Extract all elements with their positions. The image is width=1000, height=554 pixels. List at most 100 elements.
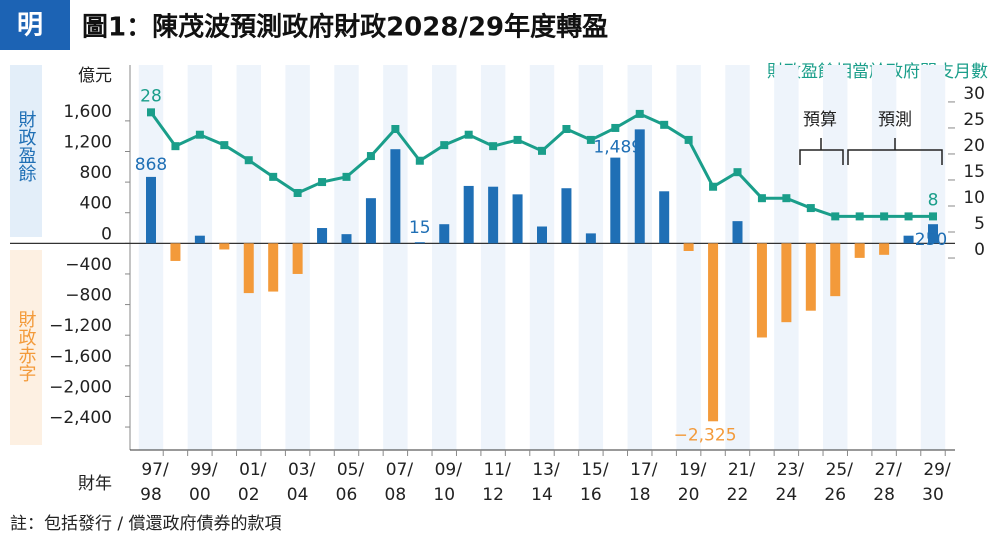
value-label: 8 bbox=[928, 190, 939, 210]
bar bbox=[756, 243, 767, 338]
band bbox=[676, 65, 701, 450]
y-tick-label: −2,400 bbox=[49, 408, 112, 428]
chart-title: 圖1：陳茂波預測政府財政2028/29年度轉盈 bbox=[82, 12, 608, 43]
x-tick-line: 07/ bbox=[386, 460, 414, 480]
positive-panel bbox=[10, 65, 42, 237]
marker bbox=[684, 135, 693, 144]
x-tick-line: 17/ bbox=[630, 460, 658, 480]
bar bbox=[414, 242, 425, 244]
band bbox=[383, 65, 408, 450]
x-tick-label: 27/28 bbox=[873, 460, 902, 505]
marker bbox=[635, 109, 644, 118]
x-tick-line: 08 bbox=[385, 485, 407, 505]
marker bbox=[538, 146, 546, 155]
marker bbox=[391, 124, 400, 133]
x-tick-label: 15/16 bbox=[580, 460, 609, 505]
band bbox=[725, 65, 750, 450]
y-tick-label: 0 bbox=[101, 224, 112, 244]
band bbox=[920, 65, 946, 450]
marker bbox=[269, 172, 278, 181]
value-label: 28 bbox=[140, 86, 162, 106]
bar bbox=[561, 188, 572, 244]
y-tick-label: −2,000 bbox=[49, 377, 112, 397]
x-tick-line: 15/ bbox=[581, 460, 609, 480]
x-tick-line: 22 bbox=[727, 485, 749, 505]
marker bbox=[293, 188, 302, 197]
bar bbox=[854, 243, 865, 258]
bar bbox=[317, 228, 328, 244]
y-tick-label: 800 bbox=[80, 163, 112, 183]
marker bbox=[831, 212, 840, 221]
band bbox=[334, 65, 359, 450]
marker bbox=[147, 108, 155, 117]
bar bbox=[537, 226, 547, 244]
y-tick-label: 400 bbox=[80, 194, 112, 214]
y-axis-label: 億元 bbox=[78, 66, 112, 86]
y2-tick-label: 15 bbox=[963, 162, 985, 182]
marker bbox=[586, 135, 595, 144]
value-label: −2,325 bbox=[674, 425, 737, 445]
bar bbox=[341, 234, 352, 244]
annotation: 預測 bbox=[878, 110, 912, 130]
y2-tick-label: 0 bbox=[974, 240, 985, 260]
x-axis-label: 財年 bbox=[78, 474, 112, 494]
marker bbox=[806, 204, 815, 213]
x-tick-line: 97/ bbox=[141, 460, 169, 480]
x-tick-line: 20 bbox=[678, 485, 700, 505]
band bbox=[627, 65, 652, 450]
bar bbox=[830, 243, 841, 297]
x-tick-label: 19/20 bbox=[678, 460, 707, 505]
bar bbox=[243, 243, 254, 294]
bracket-budget bbox=[799, 138, 844, 165]
x-tick-line: 12 bbox=[482, 485, 504, 505]
bar bbox=[512, 194, 523, 244]
marker bbox=[904, 212, 913, 221]
x-tick-label: 25/26 bbox=[824, 460, 853, 505]
marker bbox=[733, 168, 742, 177]
y-tick-label: 1,200 bbox=[63, 132, 112, 152]
x-tick-line: 00 bbox=[189, 485, 211, 505]
marker bbox=[440, 141, 449, 150]
marker bbox=[782, 194, 791, 203]
annotation: 預算 bbox=[803, 110, 837, 130]
x-tick-line: 18 bbox=[629, 485, 651, 505]
x-tick-line: 11/ bbox=[483, 460, 511, 480]
bar bbox=[488, 186, 499, 244]
logo: 明 bbox=[17, 11, 43, 41]
bar bbox=[194, 235, 205, 244]
bar bbox=[879, 243, 890, 255]
bar bbox=[708, 243, 719, 422]
y2-tick-label: 20 bbox=[963, 136, 985, 156]
marker bbox=[929, 212, 937, 221]
bar bbox=[439, 224, 450, 244]
x-tick-label: 17/18 bbox=[629, 460, 658, 505]
x-tick-line: 24 bbox=[776, 485, 798, 505]
value-label: 250 bbox=[915, 230, 947, 250]
x-tick-label: 05/06 bbox=[336, 460, 365, 505]
x-tick-line: 02 bbox=[238, 485, 260, 505]
marker bbox=[562, 124, 571, 133]
logo-bg bbox=[0, 0, 70, 50]
x-tick-line: 14 bbox=[531, 485, 553, 505]
y-tick-label: 1,600 bbox=[63, 102, 112, 122]
band bbox=[187, 65, 213, 450]
x-tick-line: 09/ bbox=[435, 460, 463, 480]
band bbox=[529, 65, 555, 450]
y2-tick-label: 10 bbox=[963, 188, 985, 208]
note: 註：包括發行 / 償還政府債券的款項 bbox=[10, 514, 282, 534]
bar bbox=[781, 243, 792, 323]
x-tick-label: 09/10 bbox=[433, 460, 462, 505]
value-label: 15 bbox=[409, 218, 431, 238]
negative-label: 財政赤字 bbox=[16, 310, 37, 382]
bar bbox=[268, 243, 279, 292]
bar bbox=[365, 198, 376, 244]
y2-tick-label: 30 bbox=[963, 84, 985, 104]
x-tick-line: 30 bbox=[922, 485, 944, 505]
band bbox=[432, 65, 457, 450]
y2-tick-label: 25 bbox=[963, 110, 985, 130]
x-tick-line: 21/ bbox=[728, 460, 756, 480]
x-tick-label: 21/22 bbox=[727, 460, 756, 505]
x-tick-label: 13/14 bbox=[531, 460, 560, 505]
bar bbox=[390, 149, 401, 244]
